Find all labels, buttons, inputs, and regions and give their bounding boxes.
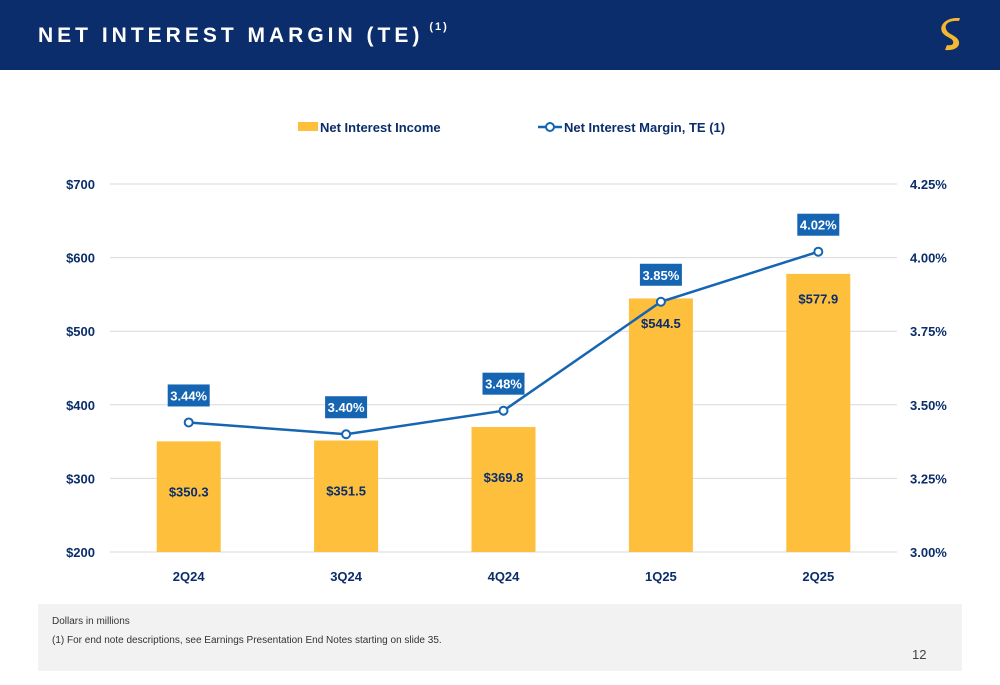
slide-title-text: NET INTEREST MARGIN (TE) (38, 24, 424, 47)
margin-value-box (482, 372, 525, 395)
footnote-box: Dollars in millions (1) For end note des… (38, 604, 962, 671)
legend-marker-margin (545, 122, 555, 132)
bar-net-interest-income (314, 440, 379, 552)
margin-value-box (639, 263, 682, 286)
slide-title-superscript: (1) (429, 21, 449, 33)
slide-title: NET INTEREST MARGIN (TE) (1) (38, 21, 449, 48)
margin-value-label: 3.40% (328, 400, 365, 415)
margin-point (183, 417, 194, 428)
net-interest-chart: $350.3 $351.5 $369.8 $544.5 $577.9 3.44% 3.40%… (66, 120, 947, 584)
y-right-tick-label: 4.25% (910, 177, 947, 192)
y-left-tick-label: $200 (66, 545, 95, 560)
bar-value-label: $350.3 (169, 485, 209, 500)
y-right-tick-label: 3.50% (910, 398, 947, 413)
legend-label-margin: Net Interest Margin, TE (1) (564, 120, 725, 135)
bar-value-label: $369.8 (484, 470, 524, 485)
y-left-tick-label: $600 (66, 251, 95, 266)
legend-swatch-net-interest-income (298, 122, 318, 131)
page-number: 12 (912, 647, 927, 662)
bar-net-interest-income (471, 427, 536, 552)
margin-value-label: 3.44% (170, 388, 207, 403)
y-right-tick-label: 4.00% (910, 251, 947, 266)
footnote-units: Dollars in millions (52, 616, 130, 627)
axes: $200 $300 $400 $500 $600 $700 3.00% 3.25% 3.50% 3… (66, 177, 947, 584)
x-tick-label: 3Q24 (330, 569, 363, 584)
legend-label-net-interest-income: Net Interest Income (320, 120, 441, 135)
x-tick-label: 1Q25 (645, 569, 677, 584)
bar-net-interest-income (628, 298, 693, 552)
bar-value-label: $577.9 (798, 291, 838, 306)
margin-value-label: 4.02% (800, 218, 837, 233)
margin-value-label: 3.85% (642, 268, 679, 283)
margin-point (341, 429, 352, 440)
x-tick-label: 2Q25 (802, 569, 834, 584)
margin-point (813, 246, 824, 257)
margin-value-box (167, 384, 210, 407)
company-logo-icon (941, 18, 960, 51)
bar-net-interest-income (156, 441, 221, 552)
bar-value-label: $351.5 (326, 484, 366, 499)
legend: Net Interest Income Net Interest Margin, … (298, 120, 725, 135)
margin-value-box (797, 213, 840, 236)
gridlines (110, 183, 897, 553)
margin-point (655, 296, 666, 307)
margin-value-label: 3.48% (485, 377, 522, 392)
slide-header: NET INTEREST MARGIN (TE) (1) (0, 0, 1000, 70)
x-tick-label: 2Q24 (173, 569, 206, 584)
data-labels: $350.3 $351.5 $369.8 $544.5 $577.9 3.44% 3.40%… (167, 213, 840, 500)
y-left-tick-label: $300 (66, 471, 95, 486)
bar-value-label: $544.5 (641, 316, 681, 331)
margin-point (498, 405, 509, 416)
y-right-tick-label: 3.00% (910, 545, 947, 560)
y-left-tick-label: $700 (66, 177, 95, 192)
y-right-tick-label: 3.25% (910, 471, 947, 486)
footnote-end-notes: (1) For end note descriptions, see Earni… (52, 635, 442, 646)
bar-net-interest-income (786, 273, 851, 552)
margin-value-box (325, 396, 368, 419)
y-right-tick-label: 3.75% (910, 324, 947, 339)
y-left-tick-label: $400 (66, 398, 95, 413)
margin-line (183, 246, 824, 440)
y-left-tick-label: $500 (66, 324, 95, 339)
bars (156, 273, 851, 552)
x-tick-label: 4Q24 (488, 569, 521, 584)
